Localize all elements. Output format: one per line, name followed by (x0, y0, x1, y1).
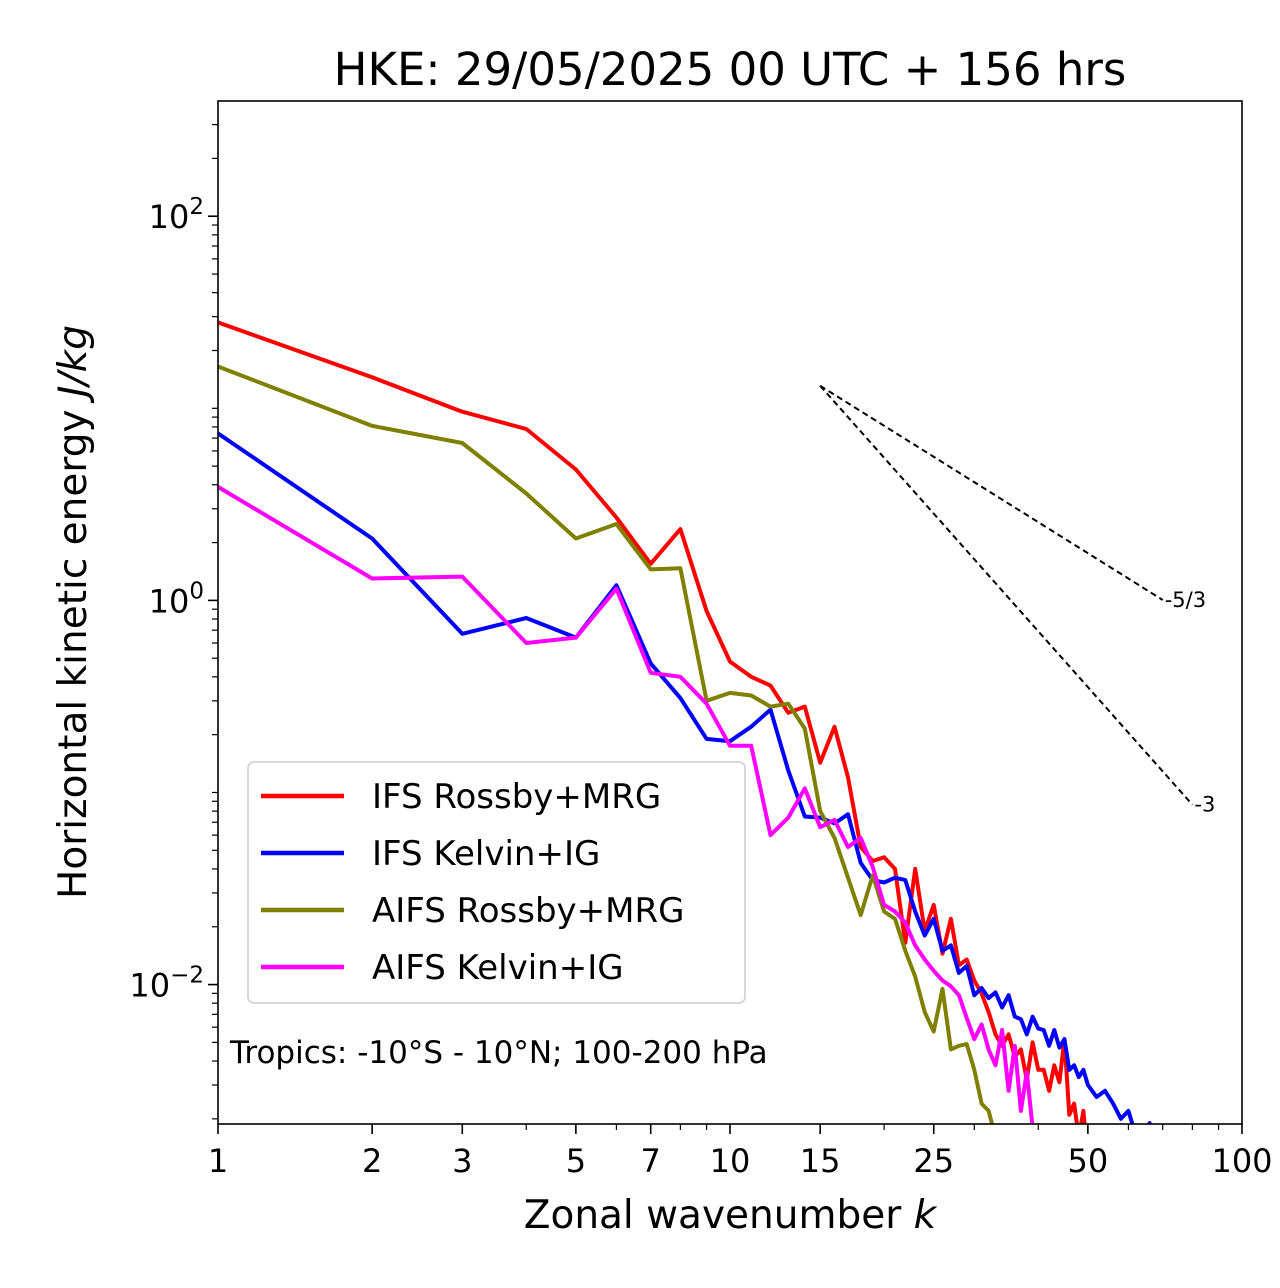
legend-box (247, 761, 746, 1004)
y-axis-ticks: 10−2 100 102 (129, 123, 218, 1120)
reference-slope-label-0: -5/3 (1165, 588, 1206, 612)
y-axis-label-text: Horizontal kinetic energy (51, 409, 96, 899)
y-tick-label: 100 (149, 578, 204, 620)
reference-slope-line-1 (819, 385, 1194, 806)
x-axis-ticks: 1 2 3 5 7 10 15 25 50 100 (208, 1124, 1273, 1180)
y-axis-label-unit: J/kg (51, 325, 96, 404)
y-tick-label: 102 (149, 194, 204, 236)
x-tick-label: 15 (800, 1142, 841, 1180)
x-tick-label: 10 (710, 1142, 751, 1180)
series-line-3 (218, 485, 1035, 1124)
series-line-1 (218, 431, 1152, 1124)
x-axis-label-var: k (914, 1193, 938, 1238)
x-tick-label: 7 (641, 1142, 661, 1180)
x-tick-label: 5 (566, 1142, 586, 1180)
legend-label-aifs-rossby: AIFS Rossby+MRG (372, 891, 684, 931)
x-tick-label: 3 (452, 1142, 472, 1180)
reference-slopes: -5/3 -3 (819, 384, 1215, 817)
x-tick-label: 100 (1211, 1142, 1272, 1180)
series-lines (218, 320, 1152, 1124)
x-tick-label: 50 (1068, 1142, 1109, 1180)
region-annotation: Tropics: -10°S - 10°N; 100-200 hPa (229, 1035, 768, 1071)
reference-slope-label-1: -3 (1194, 793, 1215, 817)
x-axis-label-text: Zonal wavenumber (524, 1193, 902, 1238)
y-tick-label: 10−2 (129, 963, 204, 1005)
series-line-2 (218, 364, 995, 1124)
x-axis-label: Zonal wavenumber k (524, 1193, 938, 1238)
x-tick-label: 2 (362, 1142, 382, 1180)
reference-slope-line-0 (819, 384, 1164, 601)
chart-title: HKE: 29/05/2025 00 UTC + 156 hrs (334, 43, 1127, 96)
x-tick-label: 25 (913, 1142, 954, 1180)
x-tick-label: 1 (208, 1142, 228, 1180)
legend: IFS Rossby+MRG IFS Kelvin+IG AIFS Rossby… (247, 761, 746, 1004)
legend-label-ifs-rossby: IFS Rossby+MRG (372, 777, 661, 817)
legend-label-ifs-kelvin: IFS Kelvin+IG (372, 834, 600, 874)
legend-label-aifs-kelvin: AIFS Kelvin+IG (372, 948, 624, 988)
y-axis-label: Horizontal kinetic energy J/kg (51, 325, 96, 899)
